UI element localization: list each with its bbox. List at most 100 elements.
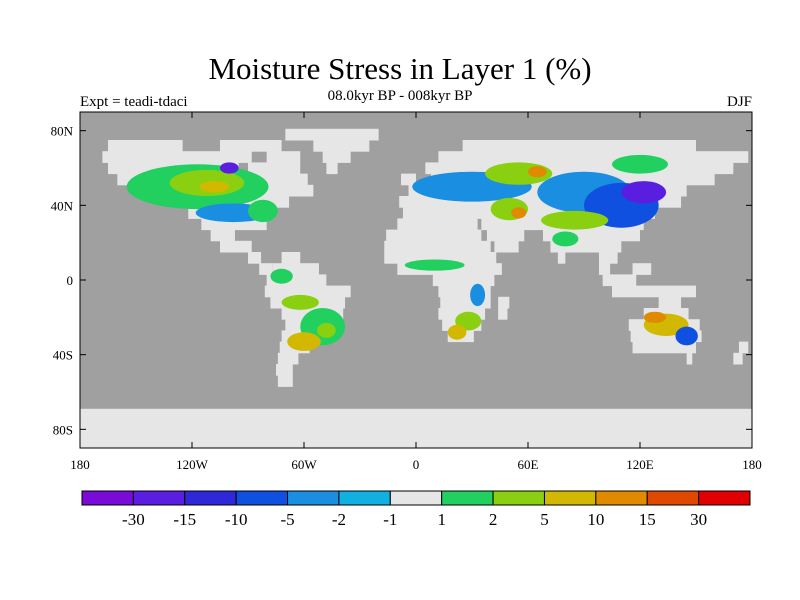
land-cell (498, 308, 508, 320)
land-cell (486, 229, 525, 242)
anomaly-patch (199, 181, 230, 193)
x-tick-label: 180 (742, 457, 762, 472)
colorbar-swatch (287, 490, 340, 506)
land-cell (326, 162, 338, 175)
land-cell (277, 375, 293, 387)
land-cell (80, 431, 752, 443)
land-cell (108, 140, 183, 152)
anomaly-patch (247, 199, 278, 223)
land-cell (498, 296, 510, 309)
land-cell (401, 173, 416, 186)
land-cell (276, 364, 293, 376)
y-tick-label: 80N (51, 124, 74, 139)
land-cell (399, 196, 682, 208)
anomaly-patch (675, 326, 698, 346)
x-tick-label: 180 (70, 457, 90, 472)
experiment-label: Expt = teadi-tdaci (80, 94, 188, 110)
land-cell (285, 128, 379, 141)
colorbar-swatch (81, 490, 134, 506)
colorbar-swatch (184, 490, 237, 506)
chart-title: Moisture Stress in Layer 1 (%) (208, 51, 592, 86)
colorbar-label: -15 (173, 510, 196, 529)
land-cell (210, 229, 235, 242)
land-cell (425, 162, 734, 175)
anomaly-patch (220, 162, 239, 174)
land-cell (598, 252, 618, 264)
land-cell (438, 285, 491, 298)
land-cell (313, 140, 370, 152)
y-tick-label: 80S (53, 422, 73, 437)
colorbar-swatch (492, 490, 545, 506)
land-cell (602, 274, 637, 287)
land-cell (432, 274, 495, 287)
land-cell (384, 252, 497, 264)
land-cell (738, 341, 749, 354)
colorbar-swatch (646, 490, 700, 506)
y-tick-label: 40S (53, 348, 73, 363)
season-label: DJF (726, 94, 752, 110)
colorbar-label: 10 (587, 510, 604, 529)
colorbar-swatch (543, 490, 597, 506)
land-cell (632, 341, 696, 354)
anomaly-patch (287, 332, 321, 351)
land-cell (550, 240, 622, 253)
anomaly-patch (552, 231, 579, 247)
land-cell (102, 151, 252, 163)
y-axis: 80N 40N 0 40S 80S (51, 124, 752, 437)
anomaly-patch (643, 311, 667, 323)
land-cell (658, 296, 682, 309)
land-cell (402, 207, 655, 219)
colorbar-label: 2 (489, 510, 498, 529)
anomaly-patch (447, 324, 467, 340)
x-tick-label: 0 (413, 457, 420, 472)
land-cell (494, 240, 519, 253)
y-tick-label: 40N (51, 198, 74, 213)
colorbar-label: -5 (280, 510, 294, 529)
anomaly-patch (270, 268, 293, 284)
colorbar: -30 -15 -10 -5 -2 -1 1 2 5 10 15 30 (81, 490, 751, 529)
land-cell (266, 151, 301, 163)
land-cell (220, 240, 252, 253)
land-cell (384, 240, 491, 253)
land-cell (686, 352, 693, 365)
anomaly-patch (317, 322, 336, 338)
land-cell (632, 263, 652, 275)
colorbar-swatch (338, 490, 391, 506)
land-cell (266, 274, 327, 287)
land-cell (248, 162, 301, 175)
colorbar-label: -30 (122, 510, 145, 529)
colorbar-label: 15 (639, 510, 656, 529)
land-cell (264, 285, 351, 298)
land-cell (80, 408, 752, 421)
chart-subtitle: 08.0kyr BP - 008kyr BP (327, 88, 473, 104)
land-cell (322, 151, 351, 163)
land-cell (386, 229, 482, 242)
anomaly-patch (612, 154, 668, 174)
colorbar-label: 1 (437, 510, 446, 529)
x-tick-label: 60E (518, 457, 539, 472)
anomaly-patch (404, 259, 465, 271)
land-cell (440, 296, 491, 309)
anomaly-patch (281, 294, 319, 310)
colorbar-label: 30 (690, 510, 707, 529)
y-tick-label: 0 (67, 273, 74, 288)
colorbar-swatch (235, 490, 289, 506)
colorbar-swatch (132, 490, 186, 506)
anomaly-patch (511, 207, 527, 219)
land-cell (201, 218, 267, 231)
land-cell (277, 352, 299, 365)
land-cell (220, 140, 282, 152)
colorbar-swatch (595, 490, 648, 506)
land-cell (80, 420, 752, 432)
anomaly-patch (528, 166, 547, 178)
land-cell (733, 352, 743, 365)
land-cell (612, 285, 696, 298)
land-cell (272, 263, 319, 275)
colorbar-swatch (389, 490, 443, 506)
x-axis: 180 120W 60W 0 60E 120E 180 (70, 112, 762, 472)
land-cell (630, 330, 702, 343)
land-cell (248, 252, 262, 264)
x-tick-label: 120W (176, 457, 209, 472)
x-tick-label: 120E (626, 457, 654, 472)
